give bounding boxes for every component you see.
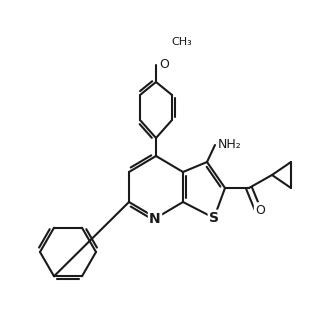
Text: S: S [209, 211, 219, 225]
Text: O: O [159, 57, 169, 70]
Text: N: N [149, 212, 161, 226]
Text: O: O [255, 203, 265, 216]
Text: NH₂: NH₂ [218, 138, 242, 151]
Text: CH₃: CH₃ [171, 37, 192, 47]
